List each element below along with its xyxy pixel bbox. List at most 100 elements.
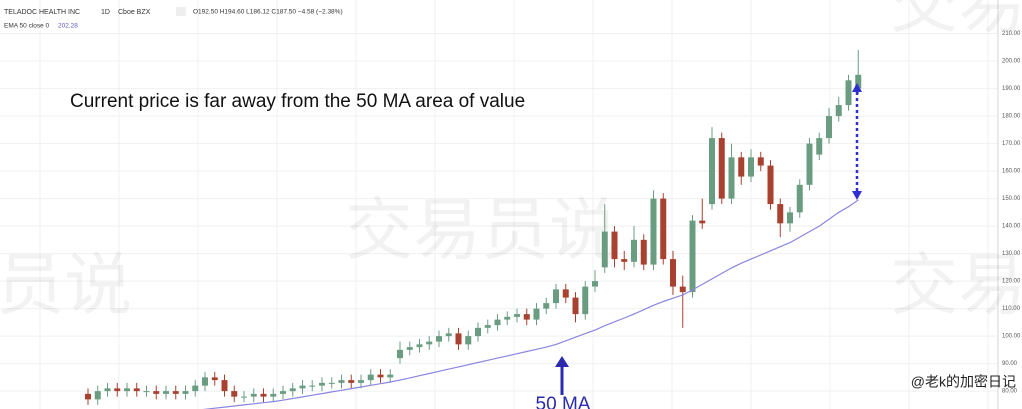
candle-body xyxy=(455,333,462,345)
candle-body xyxy=(748,157,754,177)
candle-body xyxy=(835,105,842,117)
candle-body xyxy=(631,239,637,262)
exchange: Cboe BZX xyxy=(118,9,151,16)
price-axis: 80.00 90.00 100.00 110.00 120.00 130.00 140.00… xyxy=(1002,31,1021,395)
candle-body xyxy=(777,204,784,224)
candle-body xyxy=(182,391,189,394)
y-tick-label: 80.00 xyxy=(1002,389,1018,395)
candle-body xyxy=(826,116,832,139)
y-tick-label: 130.00 xyxy=(1002,251,1021,257)
candle-body xyxy=(358,380,364,383)
candle-body xyxy=(85,393,91,400)
candle-body xyxy=(426,341,433,345)
y-tick-label: 180.00 xyxy=(1002,114,1021,120)
candle-body xyxy=(611,231,618,260)
ma-arrowhead xyxy=(555,356,569,367)
candle-body xyxy=(163,391,169,394)
candle-body xyxy=(445,333,452,337)
candle-body xyxy=(806,143,813,185)
candle-body xyxy=(523,314,530,320)
symbol: TELADOC HEALTH INC xyxy=(4,9,80,16)
candle-body xyxy=(543,303,550,309)
candle-body xyxy=(738,157,745,177)
candle-body xyxy=(338,380,345,383)
candle-body xyxy=(572,297,579,315)
candle-body xyxy=(855,74,862,89)
candle-body xyxy=(670,259,676,287)
candle-body xyxy=(582,286,589,315)
candle-body xyxy=(562,289,569,298)
candle-body xyxy=(124,388,130,392)
watermark: 交易员说 xyxy=(890,247,1022,326)
watermark: 交易员说 xyxy=(0,247,132,326)
candle-body xyxy=(845,80,852,106)
candle-body xyxy=(153,391,160,394)
distance-arrowhead xyxy=(852,83,862,92)
y-tick-label: 210.00 xyxy=(1002,31,1021,37)
ohlc: O192.50 H194.60 L186.12 C187.50 −4.58 (−… xyxy=(193,9,343,16)
y-tick-label: 200.00 xyxy=(1002,59,1021,65)
candle-body xyxy=(406,347,413,350)
candle-body xyxy=(621,259,628,262)
candle-body xyxy=(260,393,267,397)
y-tick-label: 90.00 xyxy=(1002,361,1018,367)
candle-body xyxy=(270,393,277,397)
candle-body xyxy=(679,286,686,293)
credit: @老k的加密日记 xyxy=(911,374,1016,390)
candle-body xyxy=(94,391,101,400)
ema-line xyxy=(202,199,859,409)
candle-body xyxy=(436,336,442,342)
candle-body xyxy=(377,374,384,378)
candle-body xyxy=(640,239,647,265)
candle-body xyxy=(465,336,472,345)
candle-body xyxy=(718,138,725,199)
candle-body xyxy=(504,316,511,320)
candle-body xyxy=(221,380,228,392)
candle-body xyxy=(250,393,257,397)
y-tick-label: 120.00 xyxy=(1002,279,1021,285)
ma-label: 50 MA xyxy=(536,394,591,409)
candle-body xyxy=(494,319,501,326)
candle-body xyxy=(728,157,735,199)
watermark: 交易员说 xyxy=(890,0,1022,44)
candle-body xyxy=(533,308,540,320)
plot xyxy=(85,50,862,409)
candle-body xyxy=(133,388,140,392)
y-tick-label: 110.00 xyxy=(1002,306,1021,312)
candle-body xyxy=(231,391,238,397)
candle-body xyxy=(757,157,764,166)
y-tick-label: 140.00 xyxy=(1002,224,1021,230)
candle-body xyxy=(650,198,657,265)
candle-body xyxy=(397,349,403,359)
candle-body xyxy=(104,388,111,392)
candle-body xyxy=(328,382,335,384)
candle-body xyxy=(114,388,121,392)
candle-body xyxy=(348,380,355,383)
y-tick-label: 160.00 xyxy=(1002,169,1021,175)
candle-body xyxy=(601,231,608,268)
candle-body xyxy=(709,138,715,205)
watermark: 交易员说 xyxy=(345,192,617,271)
candle-body xyxy=(241,396,247,398)
y-tick-label: 170.00 xyxy=(1002,141,1021,147)
candle-body xyxy=(816,138,823,155)
candle-body xyxy=(387,374,394,378)
distance-arrowhead xyxy=(852,191,862,200)
candle-body xyxy=(660,198,667,260)
candle-body xyxy=(689,220,696,293)
grid xyxy=(0,0,998,409)
candle-body xyxy=(289,388,296,392)
candle-body xyxy=(143,391,150,393)
annotation: Current price is far away from the 50 MA… xyxy=(70,91,525,112)
candle-body xyxy=(796,184,803,213)
candle-body xyxy=(514,314,520,317)
candle-body xyxy=(416,344,423,348)
candle-body xyxy=(592,281,598,287)
candle-body xyxy=(309,385,316,387)
candle-body xyxy=(484,325,491,328)
candle-body xyxy=(475,327,481,337)
toggle[interactable] xyxy=(176,7,186,16)
interval: 1D xyxy=(101,9,110,16)
